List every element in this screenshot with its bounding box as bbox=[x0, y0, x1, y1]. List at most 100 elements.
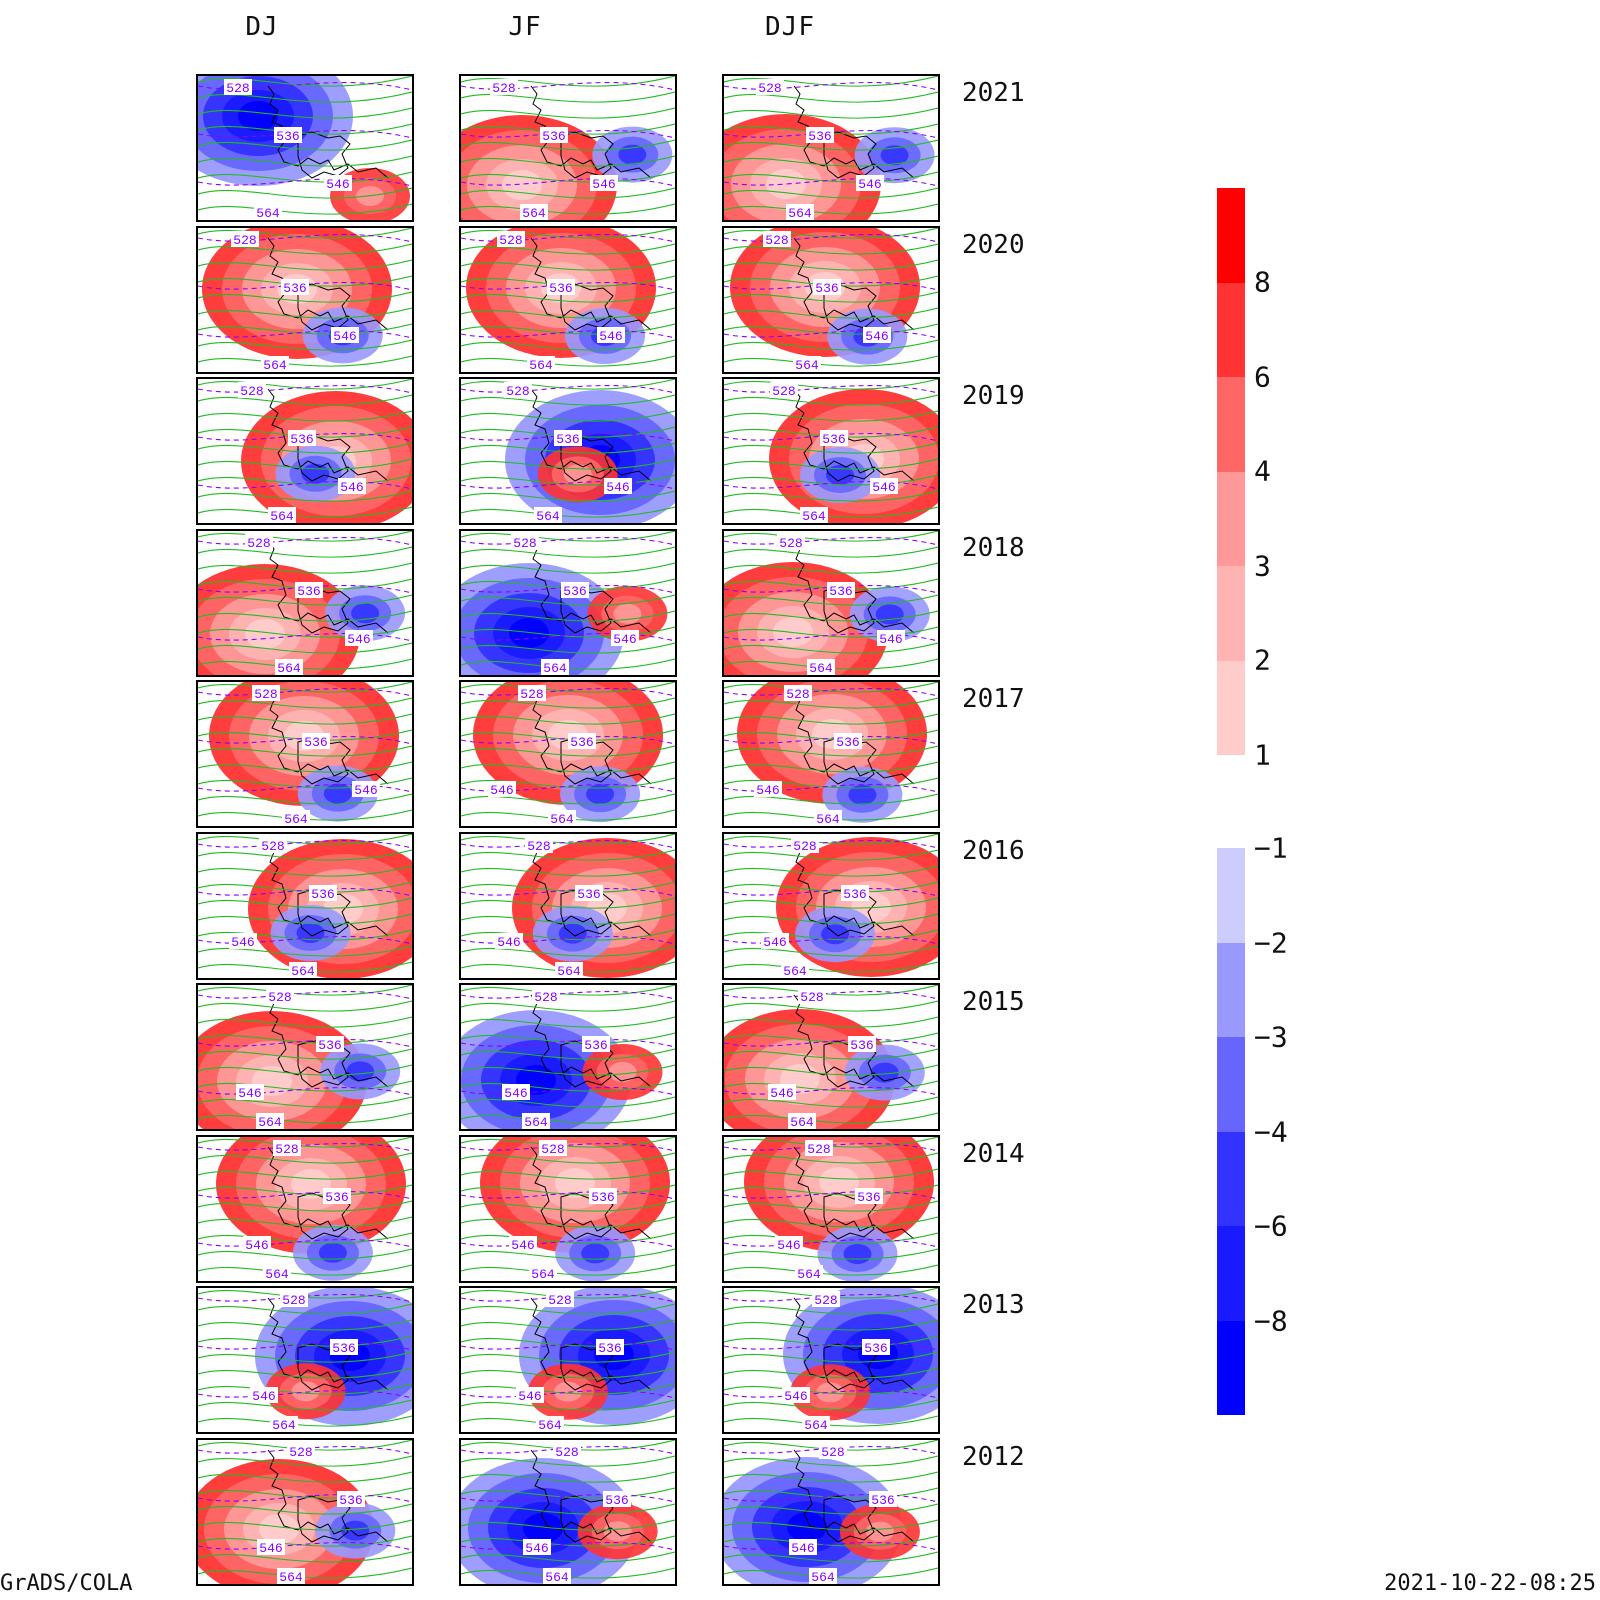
contour-label: 546 bbox=[784, 1389, 807, 1404]
anomaly-shade bbox=[843, 1243, 872, 1264]
contour-label: 564 bbox=[809, 661, 833, 675]
geopotential-contour bbox=[461, 1367, 675, 1379]
colorbar-label: 4 bbox=[1254, 454, 1271, 488]
contour-label: 528 bbox=[247, 536, 270, 551]
contour-label-box bbox=[547, 278, 575, 295]
geopotential-contour bbox=[461, 1199, 675, 1212]
contour-label-box bbox=[245, 533, 273, 550]
geopotential-contour bbox=[724, 1335, 938, 1347]
geopotential-contour bbox=[198, 1518, 412, 1531]
thickness-contour bbox=[724, 1493, 938, 1503]
contour-label: 546 bbox=[858, 177, 881, 192]
contour-label: 564 bbox=[291, 964, 315, 978]
geopotential-contour bbox=[198, 713, 412, 725]
contour-label: 546 bbox=[606, 480, 629, 495]
contour-label-box bbox=[252, 685, 280, 701]
contour-label-box bbox=[763, 230, 791, 247]
geopotential-contour bbox=[724, 1000, 938, 1012]
thickness-contour bbox=[724, 481, 938, 490]
thickness-contour bbox=[461, 536, 675, 546]
geopotential-contour bbox=[198, 338, 412, 351]
contour-label: 528 bbox=[555, 1445, 578, 1460]
geopotential-contour bbox=[724, 944, 938, 957]
geopotential-contour bbox=[724, 1319, 938, 1331]
map-panel-dj-2017: 528 536 546 564 bbox=[196, 680, 414, 828]
contour-label-box bbox=[338, 478, 366, 494]
contour-label: 546 bbox=[326, 177, 349, 192]
colorbar-label: −6 bbox=[1254, 1209, 1288, 1243]
contour-label: 546 bbox=[252, 1389, 275, 1404]
geopotential-contour bbox=[724, 530, 938, 542]
contour-label-box bbox=[543, 1567, 571, 1584]
contour-label-box bbox=[782, 1387, 810, 1403]
map-panel-djf-2020: 528 536 546 564 bbox=[722, 225, 940, 374]
geopotential-contour bbox=[198, 1439, 412, 1451]
contour-label: 564 bbox=[256, 206, 280, 220]
contour-label-box bbox=[800, 507, 828, 523]
colorbar-swatch bbox=[1217, 566, 1245, 661]
thickness-contour bbox=[461, 584, 675, 594]
geopotential-contour bbox=[724, 290, 938, 303]
contour-label-box bbox=[277, 1567, 305, 1584]
thickness-contour bbox=[724, 935, 938, 945]
contour-label: 536 bbox=[542, 129, 565, 144]
geopotential-contour bbox=[461, 474, 675, 486]
contour-label-box bbox=[788, 1113, 816, 1129]
thickness-contour bbox=[198, 1342, 412, 1351]
coastline bbox=[823, 282, 877, 331]
year-label: 2013 bbox=[962, 1290, 1025, 1320]
contour-label-box bbox=[281, 278, 309, 295]
contour-label: 528 bbox=[275, 1142, 298, 1157]
geopotential-contour bbox=[461, 697, 675, 709]
contour-label-box bbox=[274, 127, 302, 143]
geopotential-contour bbox=[461, 545, 675, 558]
contour-label: 536 bbox=[815, 281, 838, 296]
contour-label-box bbox=[282, 810, 310, 826]
geopotential-contour bbox=[198, 1351, 412, 1363]
contour-label-box bbox=[568, 733, 596, 749]
contour-label-box bbox=[596, 1339, 624, 1355]
contour-label-box bbox=[324, 175, 352, 191]
geopotential-contour bbox=[461, 713, 675, 725]
geopotential-contour bbox=[198, 410, 412, 422]
thickness-contour bbox=[724, 839, 938, 849]
contour-label: 536 bbox=[297, 584, 320, 599]
geopotential-contour bbox=[461, 761, 675, 773]
geopotential-contour bbox=[461, 1399, 675, 1411]
contour-label: 528 bbox=[282, 1293, 305, 1308]
geopotential-contour bbox=[724, 338, 938, 351]
contour-label-box bbox=[589, 1187, 617, 1204]
map-panel-jf-2019: 528 536 546 564 bbox=[459, 377, 677, 525]
contour-label-box bbox=[263, 1264, 291, 1281]
footer-right: 2021-10-22-08:25 bbox=[1384, 1571, 1596, 1596]
geopotential-contour bbox=[724, 593, 938, 606]
thickness-contour bbox=[724, 1087, 938, 1096]
anomaly-shade bbox=[509, 617, 549, 648]
geopotential-contour bbox=[724, 1032, 938, 1044]
geopotential-contour bbox=[198, 577, 412, 590]
contour-label-box bbox=[275, 658, 303, 675]
contour-label-box bbox=[869, 1490, 897, 1507]
geopotential-contour bbox=[724, 107, 938, 119]
contour-label: 536 bbox=[584, 1038, 607, 1053]
colorbar-label: 3 bbox=[1254, 549, 1271, 582]
contour-label: 546 bbox=[245, 1238, 268, 1253]
anomaly-shade bbox=[245, 618, 285, 649]
contour-label: 564 bbox=[545, 1570, 569, 1584]
thickness-contour bbox=[724, 1142, 938, 1152]
geopotential-contour bbox=[461, 258, 675, 271]
contour-label: 546 bbox=[333, 329, 356, 344]
contour-label: 528 bbox=[758, 81, 781, 96]
contour-label: 528 bbox=[821, 1445, 844, 1460]
contour-label: 564 bbox=[797, 1267, 821, 1281]
contour-label-box bbox=[352, 781, 380, 797]
contour-label-box bbox=[250, 1387, 278, 1403]
anomaly-shade bbox=[870, 1062, 899, 1083]
geopotential-contour bbox=[724, 896, 938, 909]
coastline bbox=[560, 1494, 614, 1543]
geopotential-contour bbox=[461, 1550, 675, 1563]
contour-label-box bbox=[611, 629, 639, 646]
geopotential-contour bbox=[198, 1247, 412, 1260]
contour-label: 546 bbox=[504, 1086, 527, 1101]
geopotential-contour bbox=[724, 777, 938, 789]
